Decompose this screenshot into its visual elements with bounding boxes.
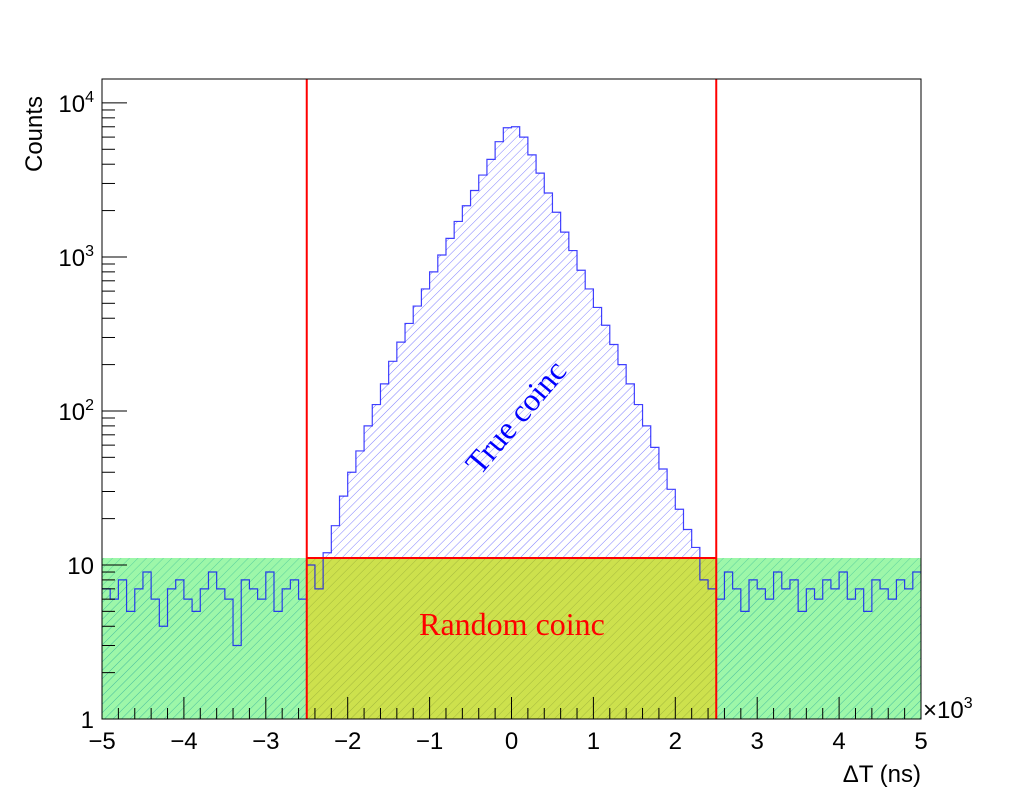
- x-axis-label: ΔT (ns): [843, 761, 921, 788]
- random-coinc-box: [306, 558, 717, 719]
- x-multiplier-exp: 3: [964, 695, 973, 712]
- x-tick-label: 0: [505, 728, 518, 755]
- x-tick-label: −1: [416, 728, 443, 755]
- y-tick-label: 104: [58, 89, 94, 118]
- x-tick-label: −3: [252, 728, 279, 755]
- x-tick-label: −2: [334, 728, 361, 755]
- y-tick-label: 1: [81, 707, 94, 734]
- x-tick-label: 5: [914, 728, 927, 755]
- y-tick-label: 102: [58, 397, 94, 426]
- x-tick-label: 4: [832, 728, 845, 755]
- x-multiplier-label: ×103: [923, 695, 973, 724]
- x-tick-label: 2: [669, 728, 682, 755]
- annotation-random-coinc: Random coinc: [419, 606, 605, 642]
- y-axis-label: Counts: [21, 96, 48, 172]
- true-coinc-histogram-line: [102, 126, 921, 647]
- x-tick-label: −5: [88, 728, 115, 755]
- y-tick-label: 103: [58, 243, 94, 272]
- x-tick-label: −4: [170, 728, 197, 755]
- x-tick-label: 3: [751, 728, 764, 755]
- y-tick-label: 10: [67, 553, 94, 580]
- x-tick-label: 1: [587, 728, 600, 755]
